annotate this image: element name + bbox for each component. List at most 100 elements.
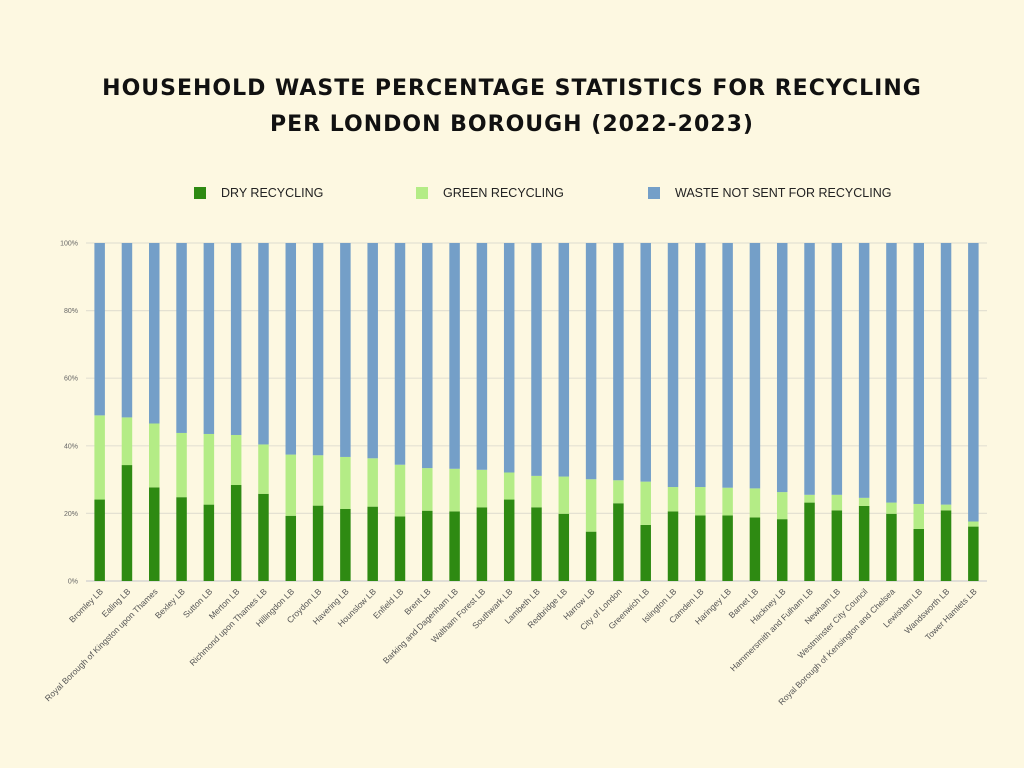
bar-segment-not-recycled xyxy=(394,243,406,465)
bar-segment-green xyxy=(913,503,924,529)
bar-segment-dry xyxy=(230,485,242,581)
bar-segment-green xyxy=(831,494,843,511)
legend-label-green-recycling: GREEN RECYCLING xyxy=(443,186,564,200)
bar-segment-green xyxy=(285,454,297,516)
y-tick-label: 80% xyxy=(64,308,78,315)
bar-segment-dry xyxy=(340,509,351,581)
bar-segment-green xyxy=(940,504,952,511)
bar-segment-not-recycled xyxy=(312,243,324,456)
bar-segment-green xyxy=(722,487,733,516)
bar-segment-green xyxy=(531,475,542,508)
bar-segment-dry xyxy=(831,510,843,581)
x-tick-label: Tower Hamlets LB xyxy=(923,586,979,642)
bar-segment-not-recycled xyxy=(285,243,297,455)
bar-segment-not-recycled xyxy=(831,243,843,495)
bar-segment-dry xyxy=(776,519,788,581)
bar-segment-green xyxy=(558,476,570,514)
bar-segment-green xyxy=(804,494,815,503)
bar-segment-dry xyxy=(667,511,679,581)
bar-segment-not-recycled xyxy=(940,243,952,505)
bar-segment-not-recycled xyxy=(503,243,515,473)
bar-segment-not-recycled xyxy=(476,243,488,470)
bar-segment-dry xyxy=(285,515,297,581)
bar-segment-green xyxy=(394,464,406,517)
bar-segment-dry xyxy=(804,502,815,581)
bar-segment-green xyxy=(230,434,242,486)
bar-segment-not-recycled xyxy=(449,243,460,469)
bar-segment-not-recycled xyxy=(804,243,815,495)
bar-segment-not-recycled xyxy=(667,243,679,488)
bar-segment-green xyxy=(886,502,897,514)
bar-segment-green xyxy=(149,423,160,488)
bar-segment-dry xyxy=(968,526,979,581)
bar-segment-dry xyxy=(886,513,897,581)
bar-segment-dry xyxy=(394,516,406,581)
bar-segment-green xyxy=(640,481,651,525)
bar-segment-dry xyxy=(940,510,952,581)
legend-swatch-waste-not-recycled xyxy=(648,187,660,199)
x-tick-label: Bromley LB xyxy=(67,586,105,624)
bar-segment-not-recycled xyxy=(585,243,597,480)
bar-segment-not-recycled xyxy=(340,243,351,457)
bar-segment-dry xyxy=(695,515,706,581)
bar-segment-not-recycled xyxy=(776,243,788,493)
bar-segment-dry xyxy=(422,510,433,581)
x-tick-label: Royal Borough of Kingston upon Thames xyxy=(43,586,160,703)
bar-segment-not-recycled xyxy=(640,243,651,482)
bar-segment-dry xyxy=(913,528,924,581)
bar-segment-not-recycled xyxy=(176,243,187,433)
bar-segment-dry xyxy=(176,497,187,581)
bar-segment-not-recycled xyxy=(613,243,624,481)
y-tick-label: 100% xyxy=(60,241,78,248)
bar-segment-not-recycled xyxy=(913,243,924,504)
bar-segment-green xyxy=(422,468,433,511)
bar-segment-not-recycled xyxy=(695,243,706,488)
bar-segment-dry xyxy=(749,517,761,581)
bar-segment-green xyxy=(449,468,460,512)
bar-segment-dry xyxy=(94,499,105,581)
bar-segment-green xyxy=(203,433,215,505)
bar-segment-not-recycled xyxy=(230,243,242,435)
bar-segment-dry xyxy=(613,503,624,581)
bar-segment-dry xyxy=(858,505,870,581)
bar-segment-not-recycled xyxy=(203,243,215,434)
bar-segment-green xyxy=(312,455,324,506)
bar-segment-dry xyxy=(258,493,269,581)
x-tick-label: Enfield LB xyxy=(371,586,406,621)
bar-segment-dry xyxy=(640,524,651,581)
bar-segment-green xyxy=(367,458,378,507)
legend-swatch-dry-recycling xyxy=(194,187,206,199)
bar-segment-green xyxy=(858,497,870,506)
bar-segment-dry xyxy=(203,504,215,581)
chart-title-line-1: HOUSEHOLD WASTE PERCENTAGE STATISTICS FO… xyxy=(102,76,922,101)
bar-segment-not-recycled xyxy=(858,243,870,498)
bar-segment-green xyxy=(968,521,979,527)
bar-segment-not-recycled xyxy=(422,243,433,469)
bar-segment-dry xyxy=(449,511,460,581)
bar-segment-green xyxy=(476,469,488,508)
y-tick-label: 60% xyxy=(64,376,78,383)
y-tick-label: 40% xyxy=(64,443,78,450)
bar-segment-not-recycled xyxy=(749,243,761,489)
bar-segment-not-recycled xyxy=(149,243,160,424)
bar-segment-green xyxy=(776,492,788,520)
bar-segment-dry xyxy=(149,487,160,581)
bar-segment-not-recycled xyxy=(531,243,542,476)
bar-segment-not-recycled xyxy=(722,243,733,488)
bar-segment-green xyxy=(749,488,761,518)
bar-segment-green xyxy=(340,456,351,510)
bar-segment-dry xyxy=(722,515,733,581)
bar-segment-green xyxy=(94,415,105,500)
bar-segment-not-recycled xyxy=(367,243,378,459)
bar-segment-not-recycled xyxy=(121,243,133,418)
bar-segment-not-recycled xyxy=(94,243,105,416)
bar-segment-dry xyxy=(585,531,597,581)
bar-segment-green xyxy=(258,444,269,494)
bar-segment-dry xyxy=(312,505,324,581)
bar-segment-dry xyxy=(476,507,488,581)
bar-segment-green xyxy=(695,487,706,516)
bar-segment-green xyxy=(613,480,624,504)
bar-segment-dry xyxy=(367,506,378,581)
